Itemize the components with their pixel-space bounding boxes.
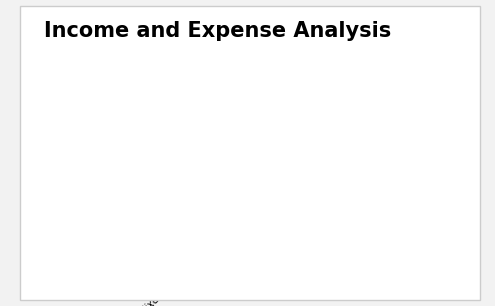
Legend: Income, Expenses, Running Total: Income, Expenses, Running Total: [372, 58, 485, 130]
Bar: [81, 59, 104, 220]
Bar: [266, 153, 289, 220]
Text: Income and Expense Analysis: Income and Expense Analysis: [44, 21, 392, 41]
Bar: [127, 61, 150, 87]
Bar: [173, 92, 197, 220]
Y-axis label: Millions: Millions: [27, 107, 37, 156]
Bar: [219, 92, 243, 146]
Bar: [312, 165, 335, 220]
